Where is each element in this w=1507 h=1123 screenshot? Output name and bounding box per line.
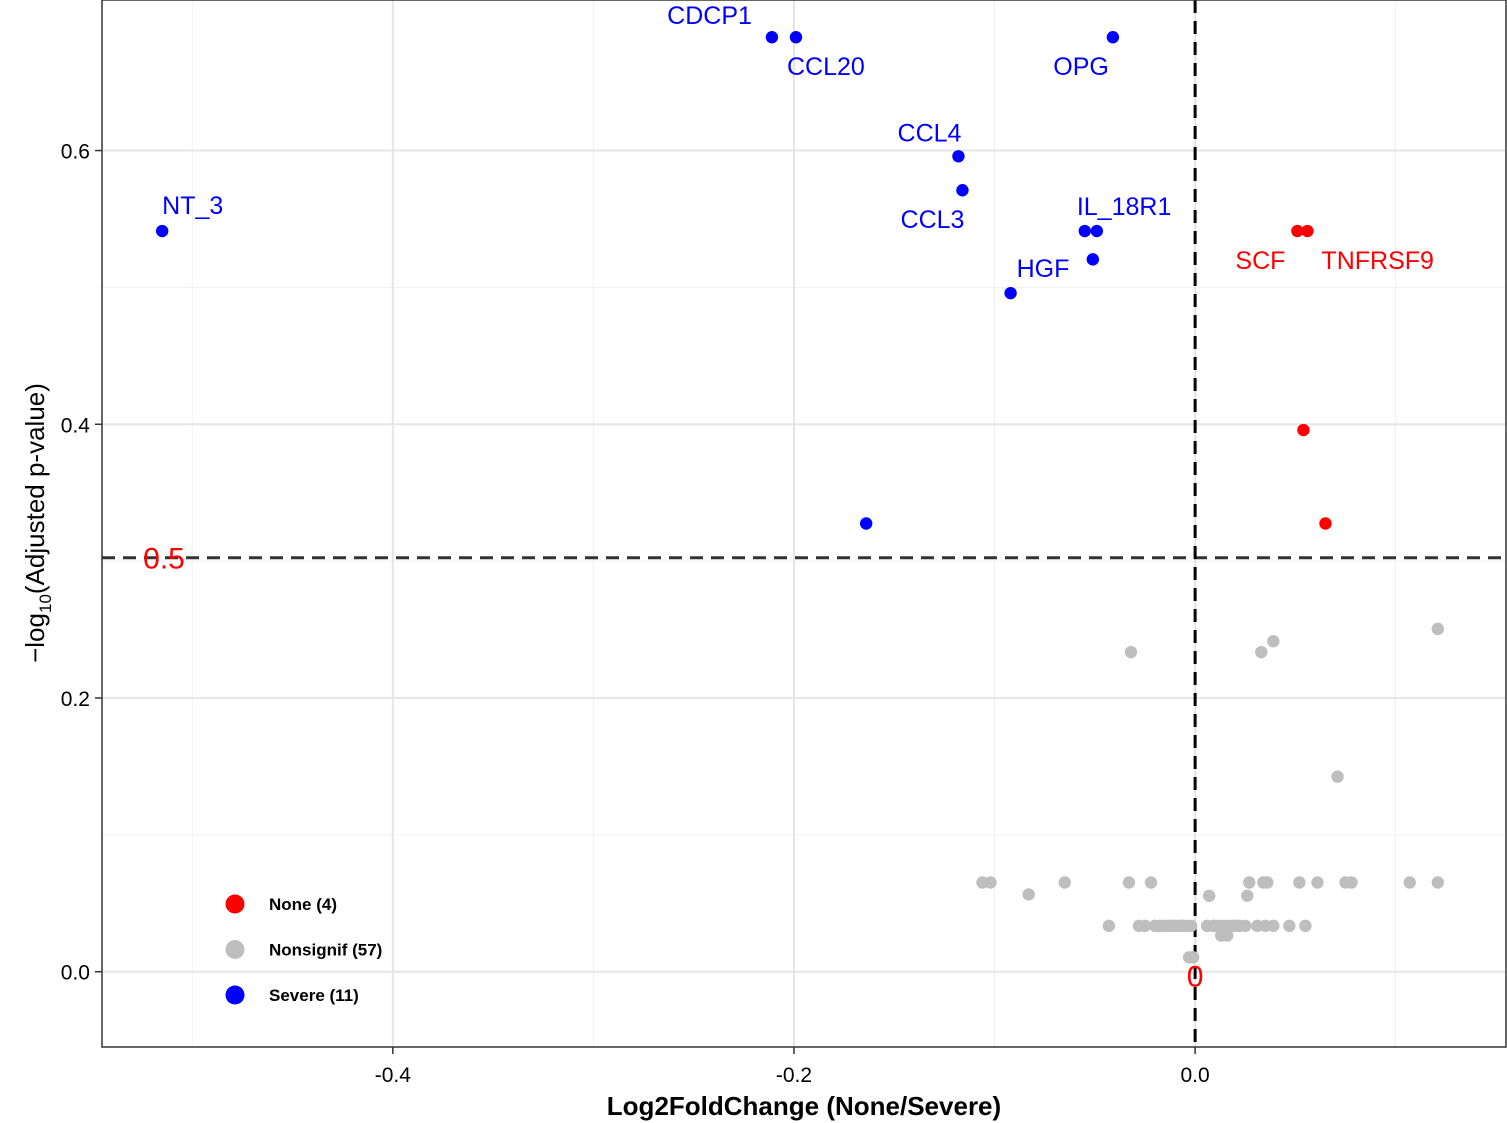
data-point [155, 224, 169, 238]
point-label: CCL20 [787, 53, 865, 81]
point-label: CCL4 [898, 119, 962, 147]
data-point [1283, 919, 1296, 933]
data-point [1431, 622, 1445, 636]
data-point [1255, 645, 1268, 659]
data-point [1174, 919, 1188, 933]
data-point [859, 517, 873, 530]
data-point [1291, 224, 1304, 238]
data-point [765, 31, 779, 44]
data-point [1162, 919, 1176, 933]
data-point [1431, 876, 1445, 889]
data-point [1102, 919, 1116, 933]
panel-border [101, 0, 1507, 1048]
data-point [1058, 876, 1071, 889]
threshold-label: 0.5 [143, 543, 185, 576]
data-point [1202, 889, 1216, 902]
data-point [1243, 876, 1256, 889]
x-tick-label: 0.0 [1181, 1064, 1210, 1087]
legend-key [225, 894, 245, 914]
data-point [1239, 919, 1252, 933]
data-point [1345, 876, 1358, 889]
point-label: HGF [1017, 255, 1070, 283]
x-tick-label: -0.4 [375, 1064, 412, 1087]
legend-key [225, 940, 245, 959]
y-tick-label: 0.2 [61, 688, 90, 711]
data-point [956, 184, 969, 197]
data-point [1022, 888, 1035, 901]
reference-lines [102, 0, 1506, 1047]
data-point [1138, 919, 1152, 933]
data-point [1106, 31, 1120, 44]
data-point [1122, 876, 1136, 889]
data-point [1331, 770, 1344, 783]
legend-label: None (4) [269, 895, 337, 914]
x-tick-label: -0.2 [776, 1064, 812, 1087]
data-point [1144, 876, 1158, 889]
data-point [1403, 876, 1416, 889]
point-label: TNFRSF9 [1321, 247, 1434, 275]
y-tick-label: 0.0 [61, 962, 90, 985]
data-point [984, 876, 997, 889]
legend-label: Nonsignif (57) [269, 941, 382, 960]
legend: None (4) Nonsignif (57) Severe (11) [225, 894, 382, 1005]
point-label: CCL3 [901, 206, 965, 234]
minor-gridlines [102, 0, 1506, 1047]
x-axis-title: Log2FoldChange (None/Severe) [607, 1091, 1001, 1121]
data-point [1297, 423, 1310, 437]
data-point [1293, 876, 1306, 889]
data-point [1267, 919, 1280, 933]
zero-label: 0 [1187, 961, 1204, 994]
data-point [1299, 919, 1312, 933]
panel-background [102, 0, 1507, 1048]
data-point [1090, 224, 1104, 238]
data-point [1227, 919, 1240, 933]
data-point [1086, 253, 1100, 266]
point-labels: SCF TNFRSF9 CDCP1 CCL20 OPG CCL4 CCL3 IL_18R1 HG… [162, 2, 1434, 283]
data-point [1261, 876, 1274, 889]
point-label: IL_18R1 [1077, 193, 1172, 221]
data-points [155, 31, 1445, 964]
y-axis-title-suffix: (Adjusted p-value) [20, 383, 50, 594]
data-point [1124, 645, 1138, 659]
point-label: CDCP1 [667, 2, 752, 30]
y-axis-title-prefix: −log [20, 613, 50, 663]
data-point [1186, 951, 1200, 964]
reference-labels: 0.50 [143, 543, 1203, 994]
data-point [1208, 919, 1222, 933]
y-tick-label: 0.4 [61, 414, 91, 437]
point-label: OPG [1053, 53, 1109, 81]
point-label: NT_3 [162, 192, 223, 220]
x-axis: -0.4 -0.2 0.0 [375, 1047, 1210, 1087]
data-point [1267, 635, 1280, 648]
y-tick-label: 0.6 [61, 141, 90, 164]
data-point [1221, 929, 1234, 942]
data-point [789, 31, 803, 44]
legend-label: Severe (11) [269, 986, 359, 1005]
data-point [1004, 286, 1017, 300]
data-point [1311, 876, 1324, 889]
legend-key [225, 985, 245, 1005]
data-point [1078, 224, 1092, 238]
y-axis-title: −log10(Adjusted p-value) [20, 383, 55, 663]
y-axis-title-subscript: 10 [36, 594, 55, 613]
data-point [1241, 889, 1254, 902]
data-point [1301, 224, 1314, 238]
data-point [1319, 517, 1332, 530]
data-point [952, 150, 965, 163]
point-label: SCF [1235, 247, 1285, 275]
data-point [1184, 919, 1198, 933]
y-axis: 0.0 0.2 0.4 0.6 [61, 141, 102, 985]
